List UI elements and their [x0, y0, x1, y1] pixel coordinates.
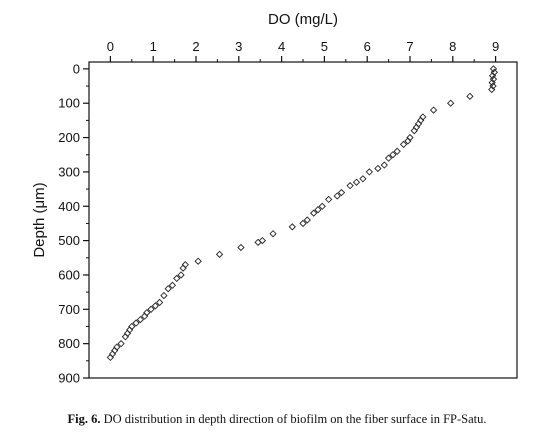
data-point — [164, 285, 172, 293]
data-points — [106, 65, 498, 362]
do-depth-chart: DO (mg/L) Depth (μm) 0 1 2 3 4 5 6 7 8 9 0 100 200 3… — [31, 11, 518, 386]
data-point — [136, 315, 144, 324]
x-tick-label: 9 — [492, 39, 499, 54]
y-tick-label: 500 — [58, 233, 80, 248]
data-point — [337, 188, 346, 197]
data-point — [132, 319, 140, 327]
data-point — [466, 92, 474, 100]
data-point — [168, 281, 177, 289]
data-point — [410, 127, 418, 135]
data-point — [333, 192, 341, 200]
x-tick-label: 7 — [406, 39, 413, 54]
caption-label: Fig. 6. — [67, 412, 101, 426]
y-tick-label: 0 — [73, 61, 80, 76]
data-point — [151, 302, 159, 310]
data-point — [288, 223, 296, 231]
y-axis-title: Depth (μm) — [31, 182, 48, 257]
data-point — [488, 85, 496, 94]
data-point — [121, 333, 130, 341]
data-point — [489, 82, 497, 90]
data-point — [177, 271, 185, 279]
data-point — [393, 147, 401, 155]
data-point — [310, 209, 318, 217]
data-point — [399, 140, 408, 149]
data-point — [346, 182, 354, 190]
data-point — [380, 161, 388, 169]
data-point — [314, 206, 322, 214]
data-point — [490, 68, 498, 76]
data-point — [489, 65, 498, 73]
y-axis-ticks: 0 100 200 300 400 500 600 700 800 900 — [58, 61, 89, 386]
x-tick-label: 4 — [278, 39, 285, 54]
data-point — [269, 230, 277, 238]
y-tick-label: 700 — [58, 302, 80, 317]
data-point — [488, 72, 497, 80]
data-point — [179, 264, 187, 272]
data-point — [173, 274, 181, 283]
data-point — [447, 99, 455, 107]
data-point — [352, 178, 361, 186]
x-tick-label: 1 — [150, 39, 157, 54]
data-point — [359, 175, 367, 183]
caption-text: DO distribution in depth direction of bi… — [100, 412, 487, 426]
x-tick-label: 0 — [107, 39, 114, 54]
data-point — [237, 243, 245, 252]
data-point — [299, 219, 307, 228]
data-point — [141, 312, 149, 320]
data-point — [429, 106, 438, 114]
x-tick-label: 5 — [321, 39, 328, 54]
data-point — [117, 340, 125, 348]
y-tick-label: 200 — [58, 130, 80, 145]
x-tick-label: 8 — [449, 39, 456, 54]
y-tick-label: 400 — [58, 199, 80, 214]
data-point — [160, 291, 168, 300]
data-point — [155, 298, 164, 307]
y-tick-label: 600 — [58, 267, 80, 282]
data-point — [488, 78, 496, 87]
figure-caption: Fig. 6. DO distribution in depth directi… — [0, 412, 554, 427]
data-point — [384, 154, 393, 162]
data-point — [147, 305, 155, 313]
x-tick-label: 6 — [364, 39, 371, 54]
y-tick-label: 100 — [58, 96, 80, 111]
data-point — [404, 137, 412, 145]
x-tick-label: 2 — [192, 39, 199, 54]
data-point — [325, 195, 333, 204]
y-tick-label: 300 — [58, 164, 80, 179]
data-point — [489, 75, 498, 83]
data-point — [365, 168, 373, 176]
data-point — [106, 353, 115, 362]
data-point — [318, 202, 326, 210]
data-point — [389, 151, 397, 159]
x-axis-ticks: 0 1 2 3 4 5 6 7 8 9 — [107, 39, 499, 62]
data-point — [254, 238, 262, 246]
y-tick-label: 800 — [58, 336, 80, 351]
data-point — [258, 236, 266, 245]
data-point — [215, 250, 224, 258]
x-tick-label: 3 — [235, 39, 242, 54]
y-tick-label: 900 — [58, 371, 80, 386]
data-point — [194, 257, 202, 265]
data-point — [303, 216, 311, 224]
x-axis-title: DO (mg/L) — [268, 11, 338, 28]
data-point — [374, 164, 382, 173]
